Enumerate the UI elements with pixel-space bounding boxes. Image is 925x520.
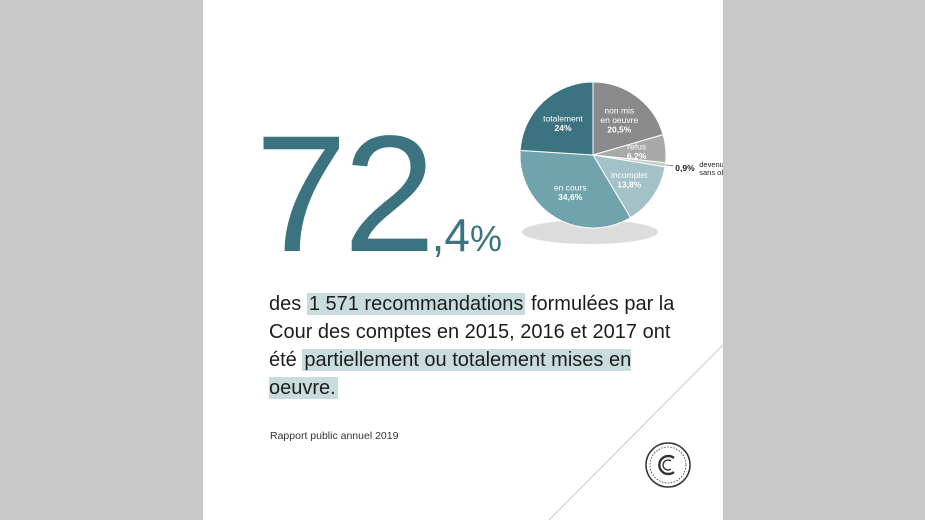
pie-slice-totalement [519, 81, 594, 156]
infographic-card: 72,4% des 1 571 recommandations formulée… [203, 0, 723, 520]
pie-value-label: 34,6% [558, 192, 583, 202]
headline-decimal: ,4 [431, 209, 471, 261]
headline-percent-sign: % [470, 218, 503, 259]
statement-highlight-count: 1 571 recommandations [306, 293, 526, 315]
pie-slice-label: devenu [699, 160, 723, 169]
pie-slice-incomplet [592, 154, 666, 219]
pie-slice-en-cours [519, 149, 632, 229]
pie-slice-label: refus [627, 141, 646, 151]
pie-slice-label: en oeuvre [600, 115, 638, 125]
headline-integer: 72 [255, 102, 436, 287]
headline-percentage: 72,4% [255, 112, 502, 278]
pie-slice-label: totalement [543, 113, 583, 123]
leader-line [665, 164, 674, 167]
pie-value-label: 24% [555, 123, 572, 133]
pie-value-label: 6,2% [627, 151, 647, 161]
pie-slice-non-mis-en-oeuvre [592, 81, 664, 156]
pie-value-label: 13,8% [617, 179, 642, 189]
pie-shadow [522, 220, 658, 244]
pie-slice-label: sans objet [699, 168, 723, 177]
statement-text: des 1 571 recommandations formulées par … [269, 290, 689, 402]
statement-highlight-outcome: partiellement ou totalement mises en oeu… [269, 349, 632, 399]
corner-diagonal-line [548, 344, 723, 520]
pie-slice-label: incomplet [611, 170, 648, 180]
cour-des-comptes-seal-icon [645, 442, 691, 488]
pie-slice-label: non mis [604, 105, 634, 115]
statement-part2: formulées par la Cour des comptes en 201… [269, 293, 675, 371]
pie-value-label: 0,9% [675, 163, 695, 173]
pie-value-label: 20,5% [607, 124, 632, 134]
source-caption: Rapport public annuel 2019 [270, 430, 399, 442]
pie-slice-label: en cours [554, 183, 587, 193]
statement-part1: des [269, 293, 302, 315]
